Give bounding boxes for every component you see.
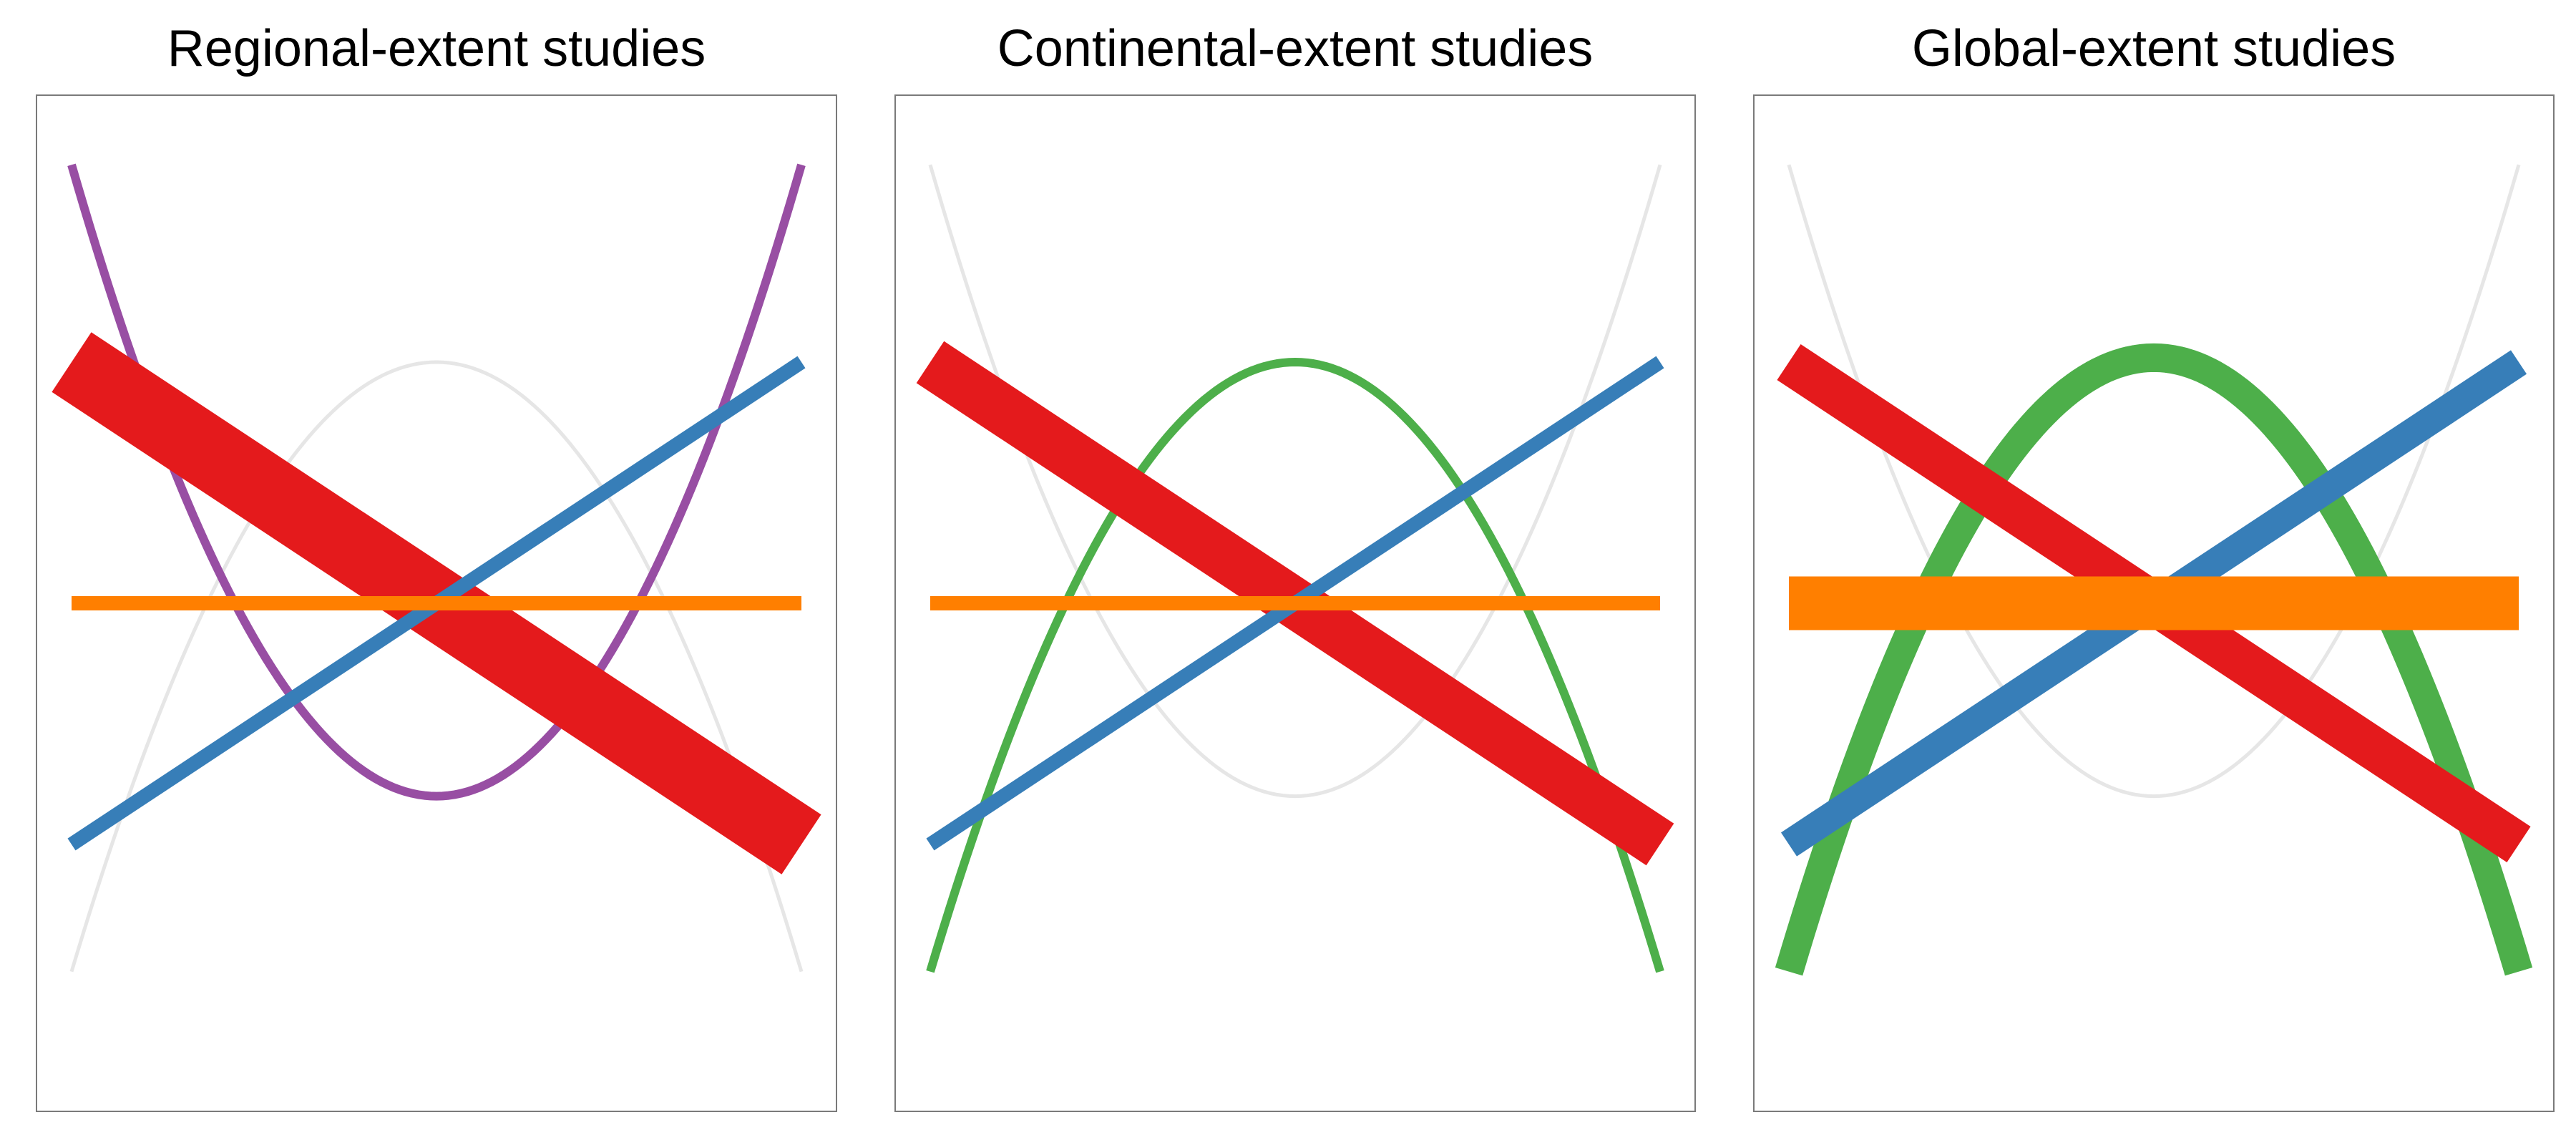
series-u-curve	[1787, 164, 2521, 799]
plot-svg	[1775, 164, 2533, 976]
panel-title: Global-extent studies	[1911, 20, 2396, 77]
panel-global: Global-extent studies	[1753, 0, 2555, 1145]
series-hump-curve	[926, 358, 1664, 973]
plot-area	[894, 94, 1696, 1112]
plot-area	[36, 94, 837, 1112]
plot-svg	[916, 164, 1674, 973]
series-hump-curve	[69, 360, 804, 973]
plot-svg	[52, 163, 821, 973]
series-u-curve	[67, 163, 806, 801]
panel-continental: Continental-extent studies	[894, 0, 1696, 1145]
series-u-curve	[928, 164, 1662, 799]
panel-title: Regional-extent studies	[167, 20, 706, 77]
panel-title: Continental-extent studies	[997, 20, 1594, 77]
series-hump-curve	[1775, 343, 2533, 976]
plot-area	[1753, 94, 2555, 1112]
panel-regional: Regional-extent studies	[36, 0, 837, 1145]
